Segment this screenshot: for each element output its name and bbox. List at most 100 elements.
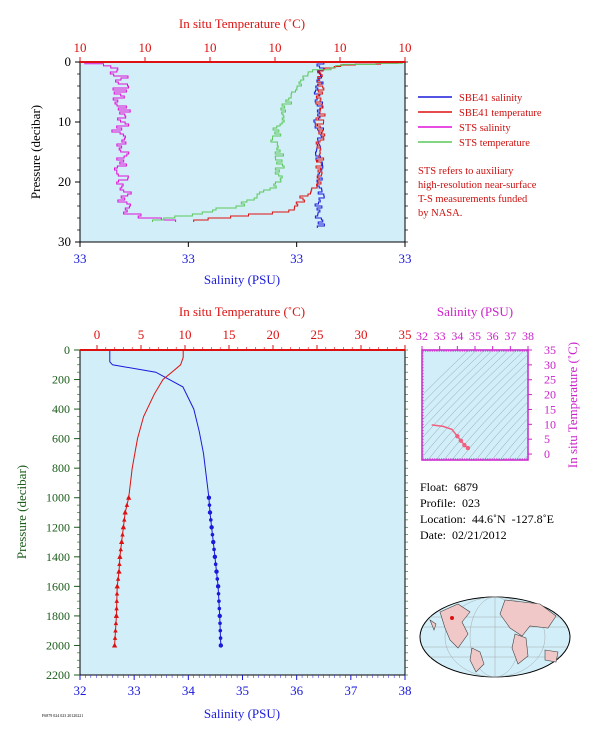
temperature-sample-marker bbox=[114, 605, 119, 611]
salinity-sample-marker bbox=[206, 495, 212, 500]
float-location-marker bbox=[450, 616, 454, 620]
float-number: Float: 6879 bbox=[420, 480, 479, 494]
salinity-sample-marker bbox=[210, 532, 215, 537]
salinity-sample-marker bbox=[209, 518, 213, 522]
temperature-sample-marker bbox=[114, 598, 119, 603]
full-profile-bottom-axis-label: Salinity (PSU) bbox=[204, 706, 280, 721]
ts-profile-point bbox=[465, 445, 471, 451]
temperature-tick-label: 30 bbox=[355, 327, 368, 342]
near-surface-bottom-tick-label: 33 bbox=[74, 251, 87, 266]
temperature-sample-marker bbox=[118, 546, 123, 552]
full-profile-plot-area bbox=[79, 349, 406, 676]
temperature-sample-marker bbox=[115, 583, 120, 589]
near-surface-left-tick-label: 20 bbox=[58, 174, 71, 189]
ts-salinity-tick-label: 38 bbox=[522, 329, 534, 343]
note-line: T-S measurements funded bbox=[418, 194, 528, 205]
density-contour bbox=[483, 409, 528, 460]
salinity-sample-marker bbox=[216, 591, 221, 596]
near-surface-series-line bbox=[84, 63, 177, 222]
ts-temperature-tick-label: 25 bbox=[544, 373, 556, 387]
salinity-sample-marker bbox=[212, 547, 216, 552]
salinity-sample-marker bbox=[211, 540, 216, 544]
salinity-tick-label: 35 bbox=[236, 683, 249, 698]
density-contour bbox=[515, 444, 528, 460]
temperature-sample-marker bbox=[112, 642, 117, 648]
ts-profile-point bbox=[455, 434, 460, 439]
temperature-sample-marker bbox=[126, 494, 132, 500]
ts-temperature-tick-label: 10 bbox=[544, 417, 556, 431]
pressure-tick-label: 400 bbox=[52, 402, 70, 416]
pressure-tick-label: 1000 bbox=[46, 491, 70, 505]
ts-temperature-tick-label: 30 bbox=[544, 358, 556, 372]
full-profile-pressure-ticks: 0 200 400 600 800 1000 1200 1400 1600 1800 2000 220… bbox=[46, 343, 408, 682]
legend-label: SBE41 salinity bbox=[459, 93, 523, 104]
ts-salinity-tick-label: 33 bbox=[434, 329, 446, 343]
pressure-tick-label: 2200 bbox=[46, 668, 70, 682]
density-contour bbox=[443, 369, 528, 460]
salinity-sample-marker bbox=[217, 599, 221, 603]
near-surface-top-ticks: 10 10 10 10 10 10 bbox=[74, 40, 412, 62]
density-contour bbox=[475, 401, 528, 460]
ts-top-axis-label: Salinity (PSU) bbox=[437, 304, 513, 319]
pressure-tick-label: 2000 bbox=[46, 638, 70, 652]
ts-temperature-tick-label: 5 bbox=[544, 432, 550, 446]
density-contour bbox=[422, 350, 470, 396]
temperature-profile-line bbox=[114, 350, 184, 646]
temperature-sample-marker bbox=[120, 532, 125, 537]
density-contour bbox=[499, 426, 528, 460]
ts-salinity-tick-label: 32 bbox=[416, 329, 428, 343]
temperature-sample-marker bbox=[122, 517, 127, 522]
pressure-tick-label: 1600 bbox=[46, 579, 70, 593]
density-contour bbox=[491, 417, 528, 460]
salinity-sample-marker bbox=[217, 614, 222, 618]
ts-temperature-tick-label: 20 bbox=[544, 388, 556, 402]
full-profile-salinity-ticks: 32 33 34 35 36 37 38 bbox=[74, 675, 412, 698]
temperature-sample-marker bbox=[122, 509, 128, 515]
ts-temperature-tick-label: 0 bbox=[544, 447, 550, 461]
legend: SBE41 salinity SBE41 temperature STS salin… bbox=[418, 93, 542, 149]
full-profile-panel: 0 5 10 15 20 25 30 35 0 200 400 600 800 1000 1200 1400… bbox=[14, 304, 412, 721]
salinity-tick-label: 37 bbox=[344, 683, 358, 698]
ts-temperature-tick-label: 15 bbox=[544, 402, 556, 416]
near-surface-top-tick-label: 10 bbox=[139, 40, 152, 55]
ts-right-axis-label: In situ Temperature (˚C) bbox=[565, 342, 580, 468]
salinity-sample-marker bbox=[213, 562, 218, 567]
salinity-tick-label: 32 bbox=[74, 683, 87, 698]
near-surface-series-line bbox=[193, 62, 399, 222]
full-profile-series bbox=[109, 350, 224, 648]
density-contour bbox=[427, 354, 528, 460]
temperature-sample-marker bbox=[113, 620, 119, 626]
density-contour bbox=[422, 350, 510, 439]
near-surface-series-line bbox=[152, 62, 403, 222]
density-contour bbox=[467, 393, 528, 460]
temperature-sample-marker bbox=[124, 502, 130, 507]
pressure-tick-label: 600 bbox=[52, 432, 70, 446]
float-location: Location: 44.6˚N -127.8˚E bbox=[420, 512, 554, 526]
ts-salinity-ticks: 32 33 34 35 36 37 38 bbox=[416, 329, 534, 460]
near-surface-bottom-tick-label: 33 bbox=[399, 251, 412, 266]
temperature-tick-label: 25 bbox=[311, 327, 324, 342]
temperature-sample-marker bbox=[115, 576, 121, 581]
world-map bbox=[419, 596, 571, 678]
near-surface-bottom-tick-label: 33 bbox=[290, 251, 303, 266]
salinity-tick-label: 36 bbox=[290, 683, 304, 698]
density-contour bbox=[422, 350, 494, 421]
full-profile-top-axis-label: In situ Temperature (˚C) bbox=[179, 304, 305, 319]
near-surface-left-tick-label: 30 bbox=[58, 234, 71, 249]
ts-salinity-tick-label: 34 bbox=[451, 329, 463, 343]
pressure-tick-label: 200 bbox=[52, 373, 70, 387]
pressure-tick-label: 800 bbox=[52, 461, 70, 475]
pressure-tick-label: 1200 bbox=[46, 520, 70, 534]
profile-number: Profile: 023 bbox=[420, 496, 480, 510]
sts-note: STS refers to auxiliary high-resolution n… bbox=[418, 166, 537, 219]
legend-label: STS salinity bbox=[459, 123, 511, 134]
salinity-sample-marker bbox=[218, 628, 223, 633]
ts-salinity-tick-label: 35 bbox=[469, 329, 481, 343]
temperature-sample-marker bbox=[117, 561, 122, 567]
density-contour bbox=[422, 350, 486, 413]
temperature-sample-marker bbox=[113, 628, 118, 633]
salinity-sample-marker bbox=[215, 577, 220, 581]
near-surface-left-ticks: 0 10 20 30 bbox=[58, 54, 408, 249]
